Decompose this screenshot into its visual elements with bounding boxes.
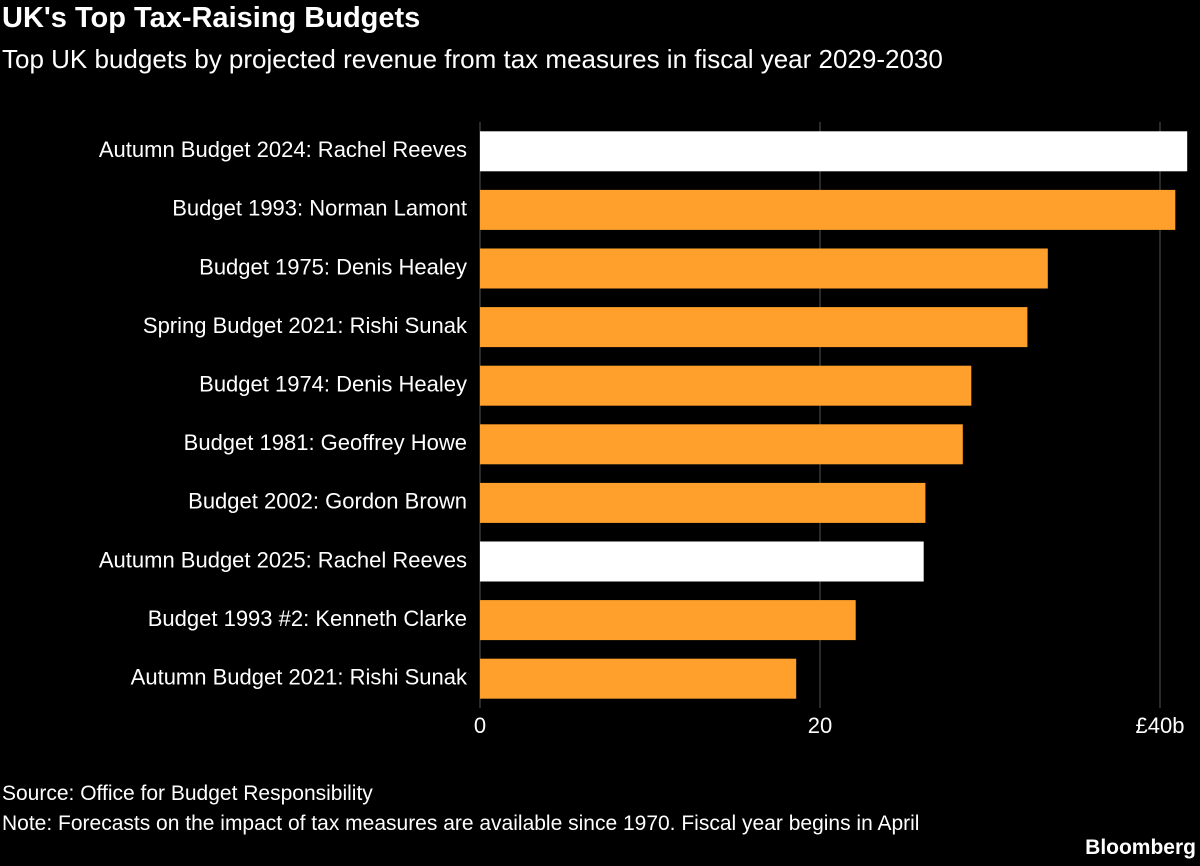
bar — [480, 658, 797, 699]
x-tick-label: 0 — [474, 713, 486, 738]
y-tick-label: Budget 1993 #2: Kenneth Clarke — [148, 606, 467, 631]
bar — [480, 600, 856, 641]
note: Note: Forecasts on the impact of tax mea… — [2, 812, 920, 835]
y-tick-label: Budget 1981: Geoffrey Howe — [184, 430, 467, 455]
y-tick-label: Autumn Budget 2021: Rishi Sunak — [131, 665, 468, 690]
bar — [480, 131, 1188, 172]
y-tick-label: Budget 1993: Norman Lamont — [172, 196, 467, 221]
y-tick-label: Autumn Budget 2025: Rachel Reeves — [99, 547, 467, 572]
y-tick-label: Autumn Budget 2024: Rachel Reeves — [99, 137, 467, 162]
y-tick-label: Spring Budget 2021: Rishi Sunak — [143, 313, 468, 338]
chart-subtitle: Top UK budgets by projected revenue from… — [2, 44, 943, 74]
bar — [480, 365, 972, 406]
bar — [480, 307, 1028, 348]
x-tick-label: £40b — [1136, 713, 1185, 738]
chart: 0 20 £40b Autumn Budget 2024: Rachel Reeves… — [99, 122, 1188, 738]
bar — [480, 424, 963, 465]
bar — [480, 482, 926, 523]
x-tick-label: 20 — [808, 713, 832, 738]
source: Source: Office for Budget Responsibility — [2, 782, 373, 805]
bar — [480, 248, 1048, 289]
y-tick-label: Budget 1974: Denis Healey — [199, 372, 467, 397]
y-tick-label: Budget 1975: Denis Healey — [199, 254, 467, 279]
credit: Bloomberg — [1085, 836, 1196, 859]
bar — [480, 541, 924, 582]
y-tick-label: Budget 2002: Gordon Brown — [188, 489, 467, 514]
chart-title: UK's Top Tax-Raising Budgets — [2, 2, 421, 34]
bar — [480, 189, 1176, 230]
